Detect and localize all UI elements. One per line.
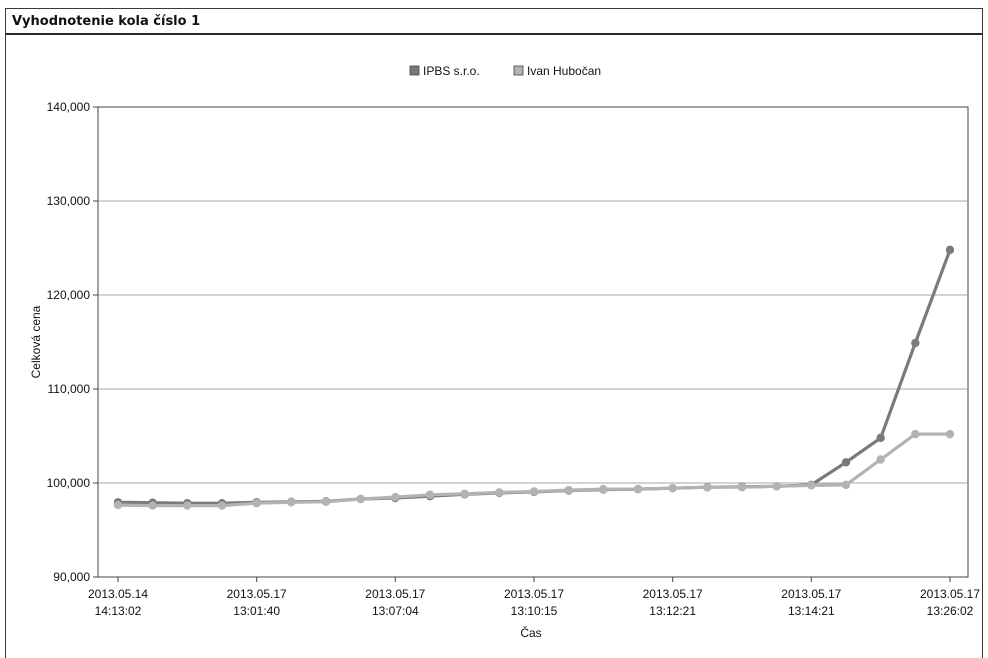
chart-panel: Vyhodnotenie kola číslo 1: [5, 8, 983, 658]
x-tick-label-date: 2013.05.17: [920, 587, 980, 601]
x-tick-label-date: 2013.05.17: [643, 587, 703, 601]
data-point: [252, 499, 261, 508]
data-point: [564, 485, 573, 495]
x-tick-label-time: 13:26:02: [927, 604, 974, 618]
data-point: [945, 245, 955, 255]
y-tick-label: 110,000: [48, 382, 91, 396]
data-point: [876, 455, 885, 464]
data-point: [841, 458, 851, 467]
x-tick-label-date: 2013.05.17: [365, 587, 425, 601]
x-tick-label-time: 13:07:04: [372, 604, 419, 618]
data-point: [807, 481, 816, 490]
x-tick-label-time: 13:12:21: [649, 604, 696, 618]
data-point: [495, 488, 504, 497]
data-point: [460, 489, 469, 499]
legend: IPBS s.r.o. Ivan Hubočan: [409, 64, 601, 78]
x-tick-label-date: 2013.05.17: [504, 587, 564, 601]
data-point: [113, 500, 123, 510]
data-point: [287, 498, 296, 507]
y-tick-label: 120,000: [47, 288, 91, 302]
y-tick-label: 90,000: [53, 570, 90, 584]
data-point: [911, 429, 920, 439]
data-point: [945, 429, 955, 439]
x-axis: 2013.05.14 14:13:02 2013.05.17 13:01:40 2013…: [88, 577, 980, 618]
data-point: [876, 433, 885, 443]
panel-title: Vyhodnotenie kola číslo 1: [12, 14, 201, 29]
series-group: [113, 245, 955, 510]
legend-swatch-ipbs: [409, 65, 420, 76]
gridlines: [98, 200, 968, 484]
data-point: [391, 492, 400, 502]
data-point: [841, 480, 851, 490]
x-tick-label-date: 2013.05.14: [88, 587, 148, 601]
y-tick-label: 140,000: [47, 100, 91, 114]
data-point: [183, 501, 192, 510]
data-point: [321, 497, 331, 506]
data-point: [425, 490, 435, 499]
data-point: [217, 501, 227, 510]
data-point: [772, 482, 781, 491]
x-tick-label-time: 14:13:02: [95, 604, 142, 618]
x-tick-label-date: 2013.05.17: [227, 587, 287, 601]
x-tick-label-time: 13:10:15: [511, 604, 558, 618]
data-point: [911, 338, 920, 348]
data-point: [148, 501, 157, 510]
legend-label-ivan: Ivan Hubočan: [527, 64, 601, 78]
data-point: [633, 484, 643, 494]
data-point: [529, 487, 539, 496]
y-axis-label: Celková cena: [29, 305, 43, 378]
data-point: [737, 483, 747, 492]
data-point: [703, 483, 712, 492]
series-line-1: [116, 248, 952, 505]
x-tick-label-time: 13:01:40: [233, 604, 280, 618]
x-tick-label-date: 2013.05.17: [781, 587, 841, 601]
data-point: [356, 494, 365, 504]
data-point: [668, 483, 677, 493]
y-tick-label: 130,000: [47, 194, 91, 208]
y-axis: 90,000 100,000 110,000 120,000 130,000 140,00…: [47, 100, 98, 584]
panel-header: Vyhodnotenie kola číslo 1: [6, 9, 982, 35]
x-axis-label: Čas: [520, 625, 541, 640]
legend-label-ipbs: IPBS s.r.o.: [423, 64, 480, 78]
y-tick-label: 100,000: [47, 476, 91, 490]
legend-swatch-ivan: [513, 65, 524, 76]
plot-area: [97, 106, 969, 578]
data-point: [599, 484, 608, 494]
x-tick-label-time: 13:14:21: [788, 604, 835, 618]
